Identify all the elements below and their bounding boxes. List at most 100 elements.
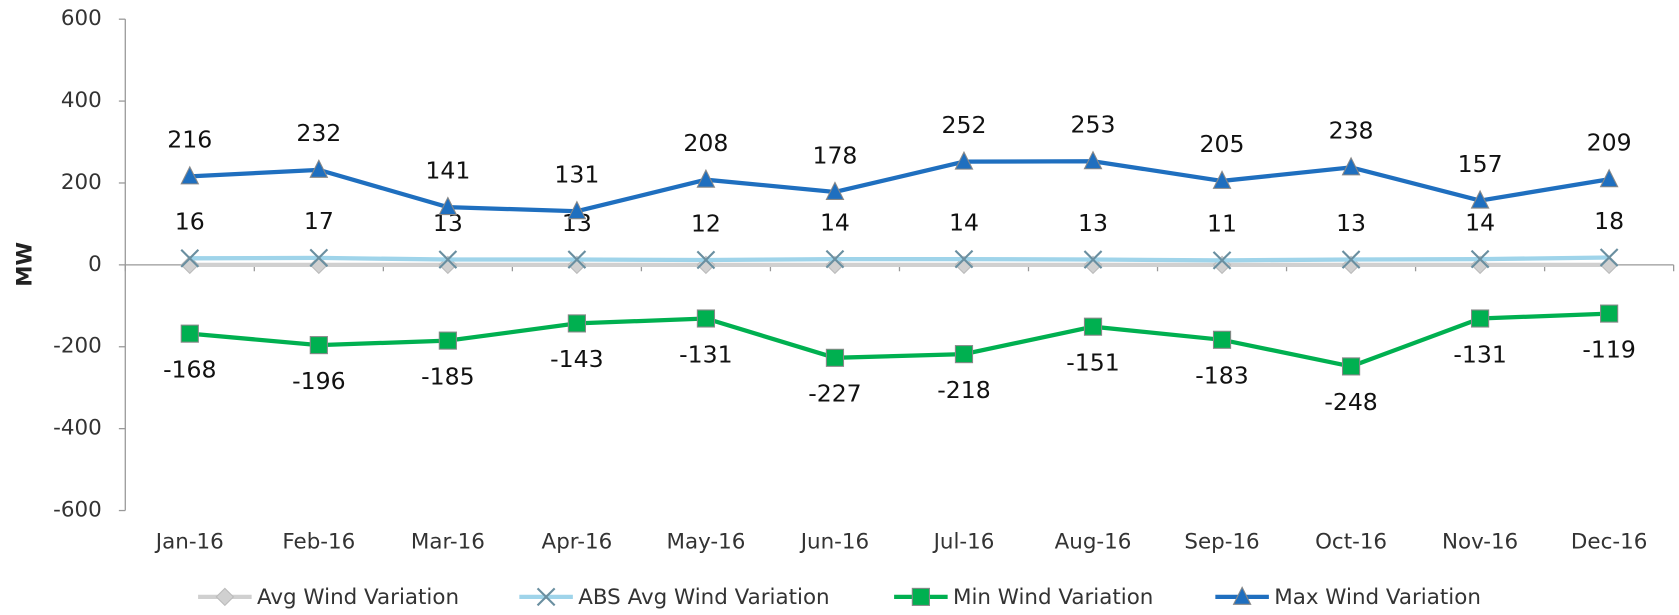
marker — [309, 159, 329, 178]
x-tick-label: Feb-16 — [282, 530, 355, 555]
series-line — [189, 159, 1610, 214]
marker — [1470, 189, 1490, 209]
marker — [180, 165, 200, 185]
data-label: 14 — [949, 208, 979, 236]
data-label: 18 — [1594, 207, 1624, 235]
data-label: 205 — [1200, 130, 1245, 158]
data-label: 13 — [1336, 209, 1366, 237]
marker — [1083, 250, 1103, 269]
data-label: 14 — [1465, 208, 1495, 236]
marker — [825, 181, 845, 200]
x-tick-label: Jul-16 — [932, 530, 995, 555]
data-label: -151 — [1066, 349, 1119, 377]
marker — [438, 250, 458, 269]
data-label: 216 — [167, 126, 212, 154]
marker — [1212, 251, 1232, 270]
data-label: 252 — [941, 111, 986, 139]
marker — [1341, 250, 1361, 269]
marker — [309, 255, 329, 275]
marker — [567, 314, 586, 333]
marker — [1600, 304, 1619, 323]
x-tick-label: Apr-16 — [542, 530, 613, 555]
legend-label: Avg Wind Variation — [257, 585, 459, 610]
data-label: 12 — [691, 209, 721, 237]
data-label: -248 — [1324, 388, 1377, 416]
marker — [1470, 309, 1490, 328]
y-tick-label: 600 — [61, 6, 102, 31]
y-axis-label: MW — [13, 242, 38, 287]
marker — [911, 587, 930, 606]
marker — [1599, 168, 1619, 188]
data-label: 178 — [812, 141, 857, 169]
x-tick-label: Nov-16 — [1442, 530, 1518, 555]
data-label: -196 — [292, 367, 345, 395]
marker — [438, 196, 458, 216]
marker — [1341, 357, 1361, 376]
data-label: -183 — [1195, 362, 1248, 390]
data-label: 14 — [820, 208, 850, 236]
marker — [567, 200, 587, 220]
series-line — [189, 311, 1610, 369]
marker — [696, 250, 716, 270]
x-tick-label: Oct-16 — [1315, 530, 1387, 555]
marker — [1232, 586, 1252, 605]
y-tick-label: 400 — [61, 88, 102, 113]
marker — [1212, 330, 1232, 349]
data-label: 141 — [425, 156, 470, 184]
data-label: -131 — [1453, 340, 1506, 368]
y-tick-label: -400 — [53, 416, 102, 441]
x-tick-label: Dec-16 — [1571, 530, 1647, 555]
data-label: 232 — [296, 119, 341, 147]
x-tick-label: Jun-16 — [799, 530, 869, 555]
marker — [180, 324, 199, 343]
data-label: -143 — [550, 345, 603, 373]
marker — [1599, 248, 1619, 267]
legend-label: ABS Avg Wind Variation — [578, 585, 829, 610]
marker — [438, 331, 457, 350]
marker — [1083, 317, 1103, 336]
marker — [954, 150, 974, 170]
marker — [215, 587, 235, 607]
marker — [567, 250, 587, 269]
data-label: 13 — [1078, 209, 1108, 237]
marker — [309, 336, 328, 355]
x-tick-label: Sep-16 — [1184, 530, 1259, 555]
marker — [180, 249, 200, 268]
y-tick-label: 200 — [61, 170, 102, 195]
data-label: 238 — [1329, 117, 1374, 145]
marker — [309, 248, 329, 268]
data-label: 16 — [175, 208, 205, 236]
marker — [696, 309, 716, 328]
data-label: -119 — [1582, 335, 1635, 363]
data-label: -168 — [163, 355, 216, 383]
data-label: -185 — [421, 362, 474, 390]
data-label: 157 — [1458, 150, 1503, 178]
legend-label: Max Wind Variation — [1274, 585, 1481, 610]
data-label: -218 — [937, 376, 990, 404]
marker — [180, 255, 200, 275]
data-label: 11 — [1207, 210, 1237, 238]
marker — [696, 168, 716, 188]
legend-item: Min Wind Variation — [894, 585, 1153, 610]
x-tick-label: May-16 — [666, 530, 745, 555]
legend-item: ABS Avg Wind Variation — [519, 585, 830, 610]
x-tick-label: Jan-16 — [154, 530, 224, 555]
y-tick-label: 0 — [88, 252, 102, 277]
data-label: 253 — [1071, 111, 1116, 139]
marker — [825, 348, 845, 367]
marker — [1341, 156, 1361, 176]
data-label: 17 — [304, 207, 334, 235]
series-line — [189, 255, 1610, 263]
y-tick-label: -600 — [53, 498, 102, 523]
legend-item: Avg Wind Variation — [198, 585, 459, 610]
data-label: -227 — [808, 380, 861, 408]
data-label: 131 — [554, 161, 599, 189]
marker — [536, 587, 556, 607]
legend-item: Max Wind Variation — [1215, 585, 1481, 610]
x-tick-label: Mar-16 — [411, 530, 485, 555]
marker — [825, 249, 845, 269]
data-label: 209 — [1587, 129, 1632, 157]
marker — [1083, 150, 1103, 170]
y-tick-label: -200 — [53, 334, 102, 359]
